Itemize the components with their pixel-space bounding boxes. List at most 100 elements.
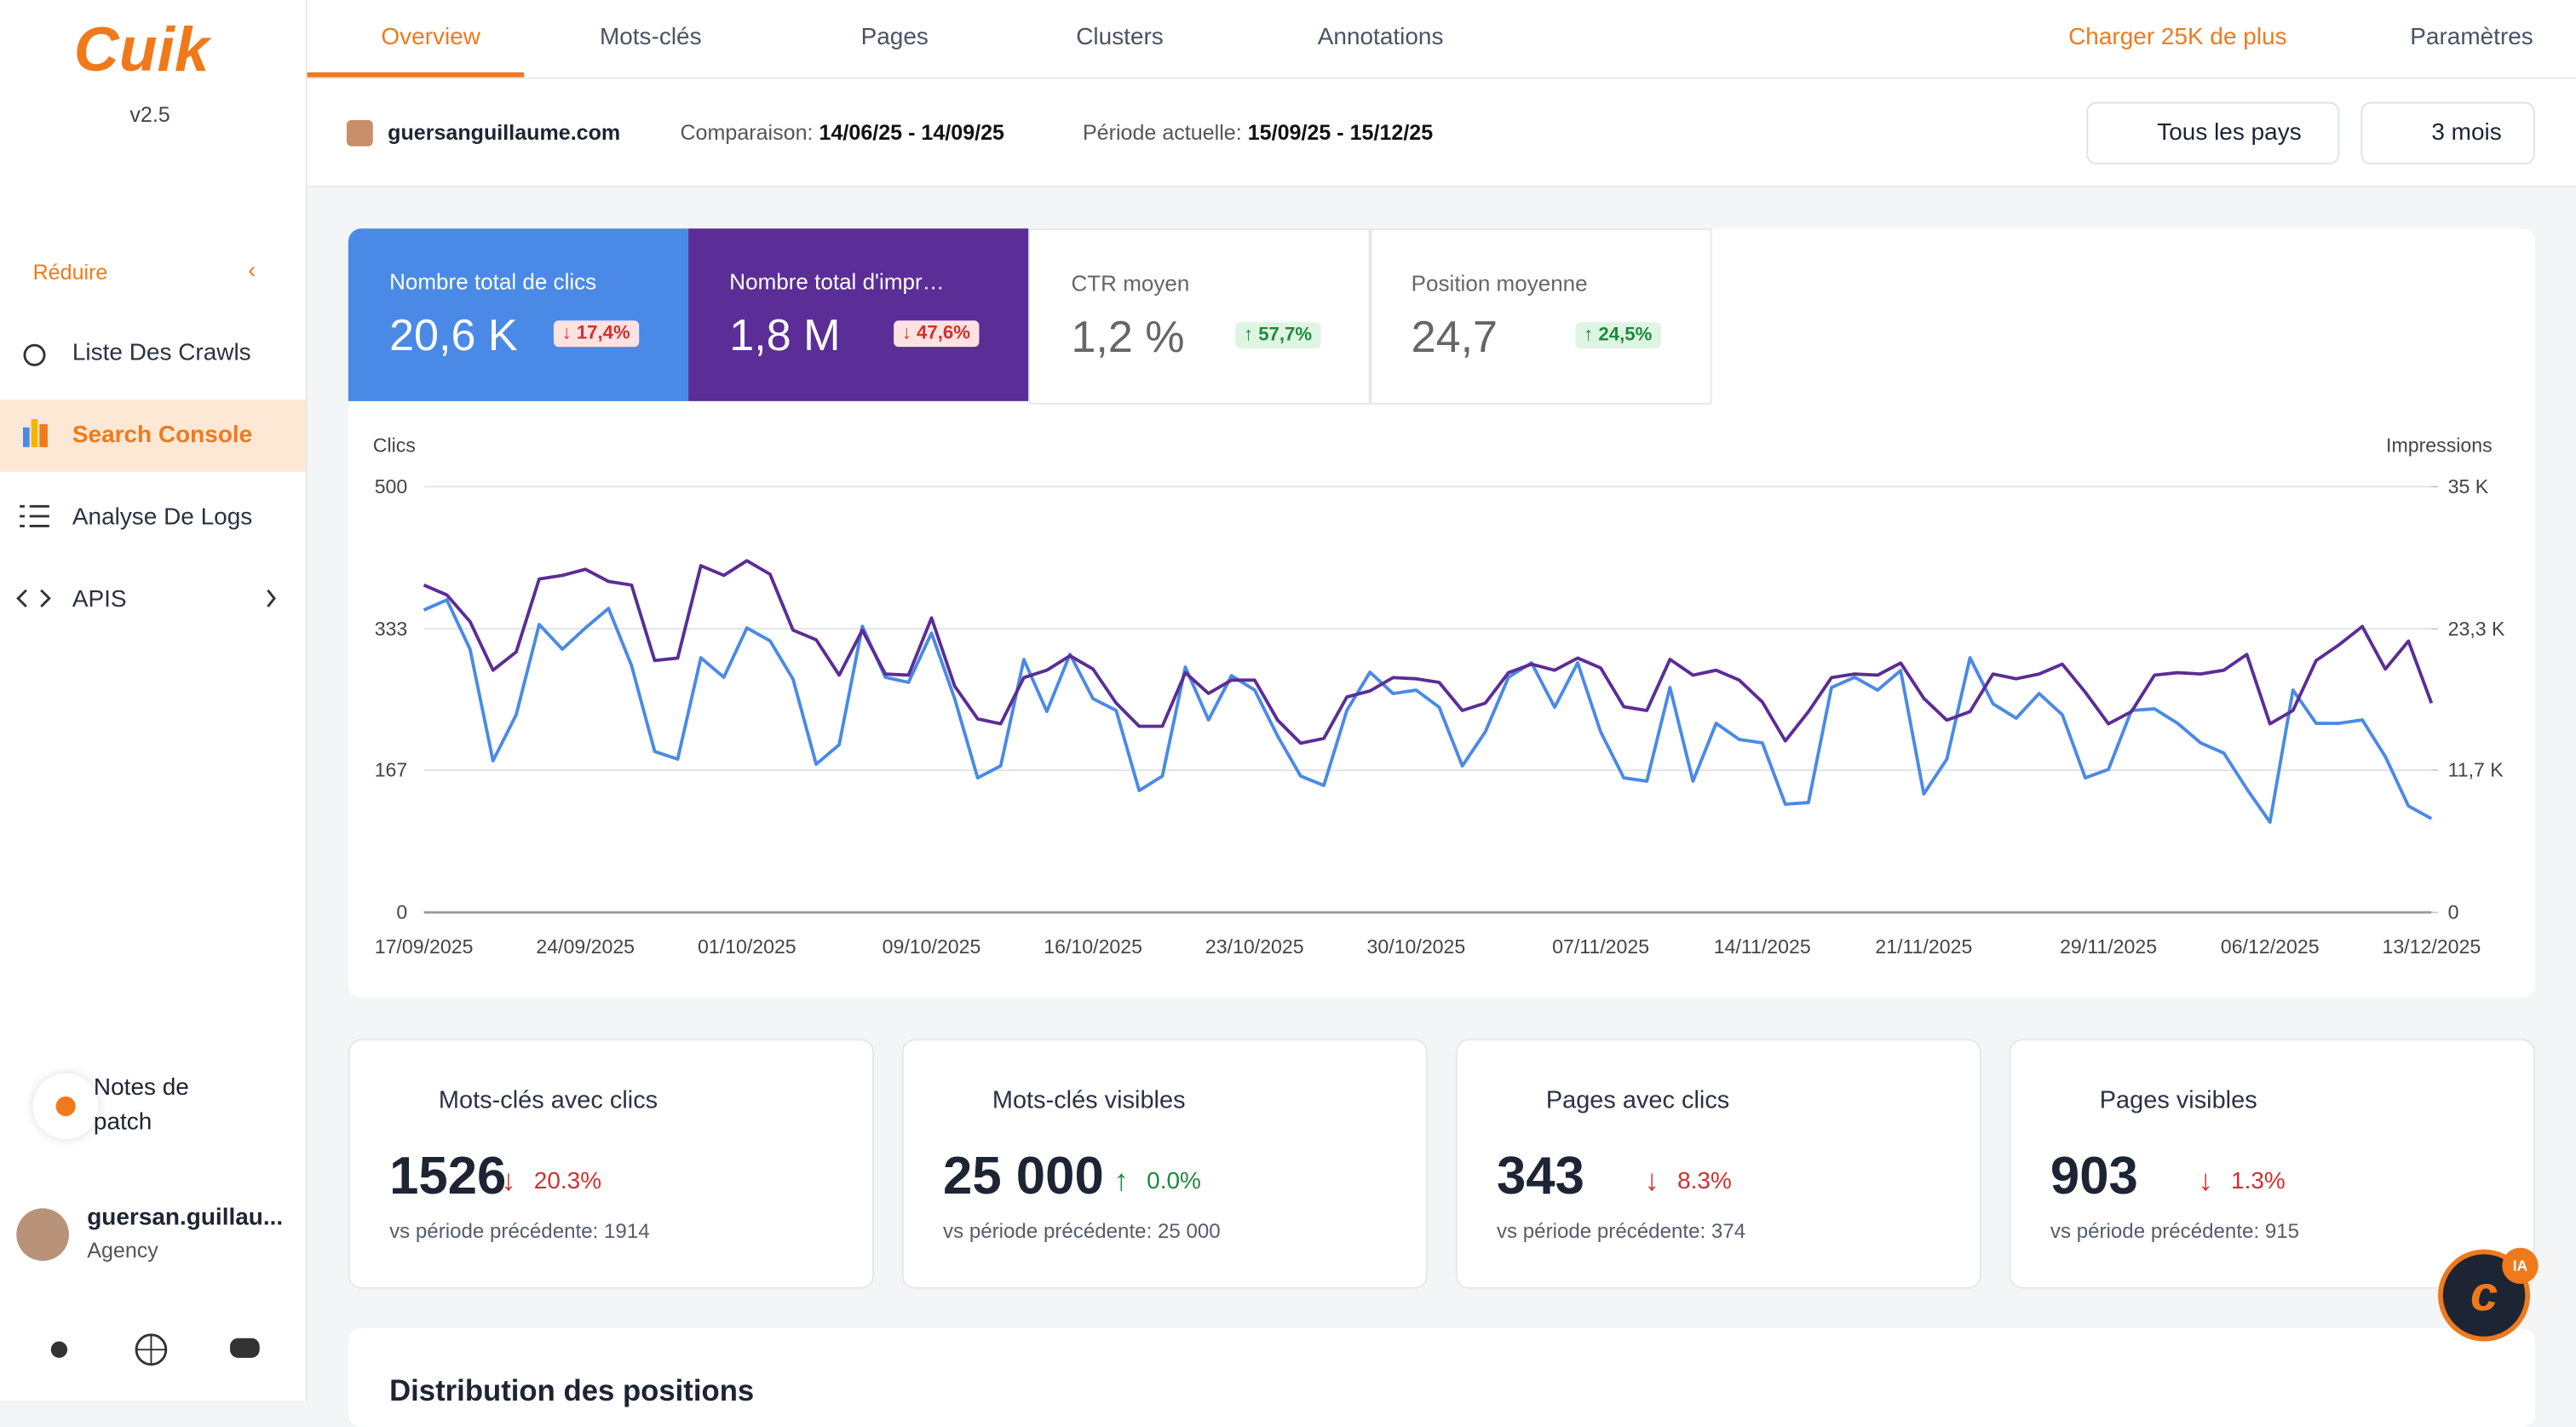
tab[interactable]: Mots-clés (559, 0, 702, 76)
x-tick-label: 29/11/2025 (2060, 935, 2157, 958)
nav-icons (16, 343, 276, 608)
x-tick-label: 30/10/2025 (1367, 935, 1466, 958)
trend-arrow: ↑ (1113, 1164, 1129, 1197)
stat-label: Pages avec clics (1545, 1086, 1730, 1115)
x-tick-label: 16/10/2025 (1044, 935, 1142, 958)
site: guersanguillaume.com (388, 119, 621, 145)
x-tick-label: 17/09/2025 (375, 935, 474, 958)
y-tick-label: 167 (375, 759, 408, 781)
stat-change: 0.0% ↑ (1113, 1164, 1201, 1197)
metric-change: ↑ 24,5% (1575, 322, 1660, 349)
y2-axis-title: Impressions (2386, 434, 2493, 457)
tab-active[interactable]: Overview (342, 0, 480, 76)
x-tick-label: 14/11/2025 (1714, 935, 1811, 958)
tab[interactable]: Clusters (1035, 0, 1164, 76)
x-tick-label: 07/11/2025 (1552, 935, 1649, 958)
tab-label: Mots-clés (599, 24, 702, 51)
metric-value: 20,6 K (389, 310, 518, 360)
y2-tick-label: 0 (2448, 901, 2459, 924)
user-role: Agency (87, 1237, 158, 1263)
stat-value: 1526 (389, 1145, 507, 1205)
x-tick-label: 24/09/2025 (536, 935, 635, 958)
country-button[interactable]: Tous les pays (2086, 101, 2340, 164)
metric-clicks[interactable]: Nombre total de clics 20,6 K ↓ 17,4% (348, 228, 689, 401)
footer-icons (50, 1333, 260, 1367)
y2-tick-label: 23,3 K (2448, 618, 2505, 640)
collapse[interactable]: Réduire (32, 259, 108, 285)
series-line (423, 559, 2434, 745)
tab-label: Annotations (1317, 24, 1444, 51)
metric-impressions[interactable]: Nombre total d'impr… 1,8 M ↓ 47,6% (688, 228, 1029, 401)
label: Période actuelle: (1082, 119, 1242, 145)
context-bar (307, 78, 2576, 187)
settings[interactable]: Paramètres (2410, 0, 2533, 76)
site-icon (346, 119, 373, 147)
x-tick-label: 06/12/2025 (2221, 935, 2320, 958)
nav-label: Search Console (72, 422, 253, 449)
x-tick-label: 13/12/2025 (2382, 935, 2481, 958)
nav-item[interactable]: Liste Des Crawls (0, 317, 306, 389)
stat-card: Pages visibles 903 1.3% ↓ vs période précéde… (2009, 1039, 2535, 1289)
y-tick-label: 500 (375, 475, 408, 498)
stat-card: Pages avec clics 343 8.3% ↓ vs période précé… (1455, 1039, 1981, 1289)
tab-label: Overview (381, 24, 480, 51)
tab[interactable]: Pages (821, 0, 929, 76)
metric-label: Nombre total de clics (389, 269, 597, 295)
series-line (423, 598, 2433, 824)
tab-underline (307, 72, 525, 78)
upgrade[interactable]: Charger 25K de plus (2068, 0, 2287, 76)
chart: Clics Impressions 0 167 333 500 0 11,7 K 23,3 K 3… (373, 434, 2505, 958)
nav-label: Liste Des Crawls (72, 340, 251, 367)
avatar (16, 1208, 70, 1262)
stat-value: 25 000 (943, 1145, 1104, 1205)
stat-label: Mots-clés visibles (992, 1086, 1186, 1115)
stat-value: 903 (2050, 1145, 2138, 1205)
metric-ctr[interactable]: CTR moyen 1,2 % ↑ 57,7% (1028, 228, 1372, 405)
stat-previous: vs période précédente: 25 000 (943, 1219, 1221, 1243)
nav-item[interactable]: APIS (0, 564, 306, 636)
metric-label: Nombre total d'impr… (729, 269, 945, 295)
nav-item[interactable]: Analyse De Logs (0, 481, 306, 554)
settings-label: Paramètres (2410, 24, 2533, 51)
nav-label: APIS (72, 586, 127, 613)
x-tick-label: 09/10/2025 (883, 935, 981, 958)
metric-change: ↓ 17,4% (553, 320, 639, 348)
topbar (307, 0, 2576, 79)
label: Comparaison: (680, 119, 814, 145)
metric-position[interactable]: Position moyenne 24,7 ↑ 24,5% (1368, 228, 1712, 405)
section-title: Distribution des positions (389, 1374, 755, 1407)
trend-arrow: ↓ (501, 1164, 516, 1197)
version: v2.5 (129, 101, 170, 127)
logo: Cuik (73, 16, 210, 86)
stat-label: Mots-clés avec clics (438, 1086, 658, 1115)
tab[interactable]: Annotations (1278, 0, 1444, 76)
metric-change: ↓ 47,6% (894, 320, 979, 348)
patch-notes[interactable]: Notes de patch (93, 1074, 189, 1136)
metric-label: CTR moyen (1071, 271, 1190, 296)
x-tick-label: 01/10/2025 (698, 935, 796, 958)
metric-label: Position moyenne (1411, 271, 1588, 296)
patch-icon (32, 1073, 99, 1140)
stat-change: 1.3% ↓ (2198, 1164, 2286, 1197)
nav-label: Analyse De Logs (72, 504, 253, 532)
stat-card: Mots-clés avec clics 1526 20.3% ↓ vs période… (348, 1039, 875, 1289)
range-button[interactable]: 3 mois (2360, 101, 2535, 164)
x-tick-label: 21/11/2025 (1875, 935, 1972, 958)
current: Période actuelle: 15/09/25 - 15/12/25 (1083, 120, 1433, 145)
y2-tick-label: 35 K (2448, 475, 2489, 498)
y-axis-title: Clics (373, 434, 416, 457)
value: 14/06/25 - 14/09/25 (819, 119, 1005, 145)
sidebar: Cuik v2.5 Réduire ‹ Liste Des Crawls Sea… (0, 0, 308, 1401)
nav-item-active[interactable]: Search Console (0, 399, 306, 472)
metric-value: 1,8 M (729, 310, 841, 360)
trend-arrow: ↓ (1644, 1164, 1659, 1197)
y2-tick-label: 11,7 K (2448, 759, 2504, 781)
stat-previous: vs période précédente: 374 (1496, 1219, 1746, 1243)
assistant-badge: IA (2502, 1247, 2539, 1285)
range: 3 mois (2431, 119, 2502, 147)
y-tick-label: 333 (375, 618, 408, 640)
metric-change: ↑ 57,7% (1235, 322, 1320, 349)
comparison: Comparaison: 14/06/25 - 14/09/25 (680, 120, 1004, 145)
trend-arrow: ↓ (2198, 1164, 2213, 1197)
